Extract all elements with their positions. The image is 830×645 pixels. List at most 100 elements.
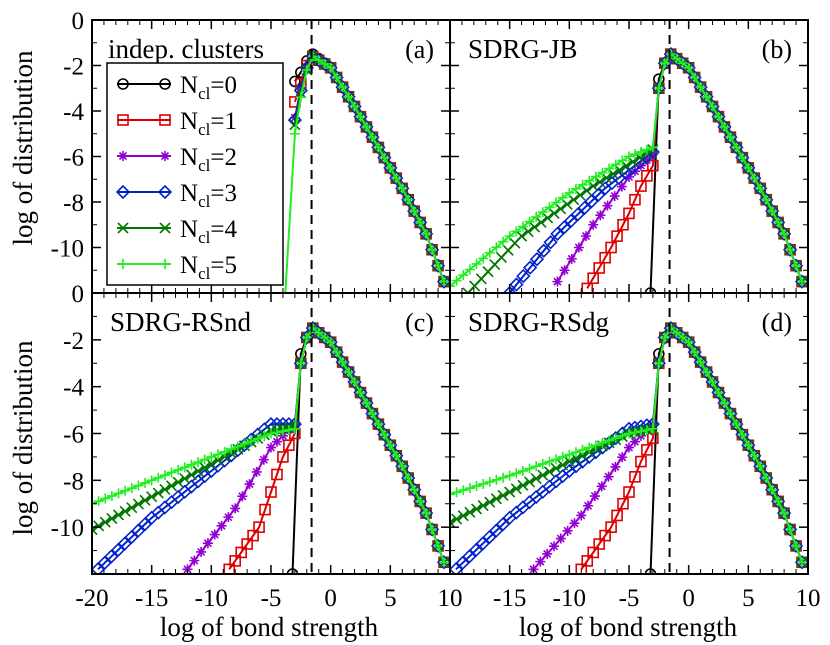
data-point-b-3-0 bbox=[502, 285, 517, 293]
data-point-c-2-2 bbox=[196, 546, 207, 557]
data-point-d-4-11 bbox=[517, 479, 529, 491]
data-point-d-0-0 bbox=[644, 568, 657, 574]
data-point-c-2-5 bbox=[216, 520, 227, 531]
legend-label-main-2: N bbox=[180, 144, 198, 171]
data-point-c-3-33 bbox=[305, 320, 320, 336]
data-point-c-2-6 bbox=[223, 512, 234, 523]
data-point-a-5-5 bbox=[313, 55, 324, 66]
legend-label-1: Ncl=1 bbox=[180, 108, 237, 139]
data-point-b-5-51 bbox=[767, 206, 778, 217]
data-point-c-4-3 bbox=[106, 513, 118, 525]
data-point-d-2-4 bbox=[555, 533, 566, 544]
series-line-a-4 bbox=[293, 54, 445, 282]
data-point-b-3-8 bbox=[557, 220, 572, 235]
data-point-c-5-41 bbox=[349, 376, 360, 387]
data-point-b-4-17 bbox=[574, 189, 586, 201]
data-point-c-5-51 bbox=[409, 484, 420, 495]
data-point-b-3-36 bbox=[735, 150, 750, 165]
data-point-a-5-11 bbox=[349, 101, 360, 112]
legend-label-2: Ncl=2 bbox=[180, 144, 237, 175]
data-point-c-5-55 bbox=[433, 540, 444, 551]
data-point-b-2-10 bbox=[624, 171, 634, 182]
data-point-d-1-9 bbox=[629, 471, 641, 483]
data-point-b-3-34 bbox=[723, 130, 738, 145]
data-point-a-5-10 bbox=[343, 91, 354, 102]
data-point-a-3-13 bbox=[365, 130, 380, 145]
data-point-c-5-13 bbox=[173, 464, 184, 475]
series-b-5 bbox=[450, 49, 808, 292]
data-point-a-5-6 bbox=[319, 58, 330, 69]
data-point-c-3-55 bbox=[436, 555, 450, 570]
data-point-d-3-1 bbox=[455, 555, 470, 571]
data-point-c-5-31 bbox=[289, 423, 300, 434]
data-point-c-5-1 bbox=[93, 496, 104, 507]
data-point-b-3-30 bbox=[699, 89, 714, 104]
data-point-d-4-7 bbox=[490, 493, 502, 505]
data-point-d-5-16 bbox=[551, 454, 562, 465]
data-point-c-3-50 bbox=[407, 482, 422, 497]
data-point-c-5-45 bbox=[373, 419, 384, 430]
data-point-c-2-4 bbox=[209, 529, 220, 540]
data-point-c-1-4 bbox=[247, 529, 259, 542]
data-point-c-5-53 bbox=[421, 508, 432, 519]
legend-label-main-5: N bbox=[180, 252, 198, 279]
series-a-5 bbox=[280, 51, 450, 293]
data-point-c-5-54 bbox=[427, 524, 438, 535]
data-point-d-5-32 bbox=[653, 358, 664, 369]
data-point-d-5-44 bbox=[725, 408, 736, 419]
data-point-c-3-51 bbox=[413, 494, 428, 509]
data-point-b-5-36 bbox=[677, 58, 688, 69]
data-point-a-3-12 bbox=[359, 119, 374, 135]
data-point-b-1-0 bbox=[581, 282, 594, 293]
data-point-d-2-6 bbox=[569, 518, 580, 529]
data-point-d-5-28 bbox=[629, 427, 640, 438]
y-axis-label-bottom-text: log of distribution bbox=[8, 340, 38, 535]
data-point-a-5-21 bbox=[409, 206, 420, 217]
data-point-c-4-11 bbox=[159, 483, 171, 496]
data-point-b-5-33 bbox=[659, 58, 670, 69]
data-point-c-4-18 bbox=[205, 458, 217, 470]
data-point-b-5-31 bbox=[647, 142, 658, 153]
data-point-d-2-3 bbox=[548, 541, 559, 552]
data-point-c-5-2 bbox=[100, 493, 111, 504]
legend-label-main-4: N bbox=[180, 216, 198, 243]
data-point-c-4-12 bbox=[165, 480, 178, 492]
data-point-d-5-25 bbox=[610, 433, 621, 444]
data-point-d-5-9 bbox=[504, 470, 515, 481]
series-line-b-5 bbox=[450, 52, 803, 287]
data-point-d-5-15 bbox=[544, 456, 555, 467]
data-point-c-3-54 bbox=[430, 538, 446, 554]
data-point-c-5-19 bbox=[212, 449, 223, 460]
data-point-c-2-11 bbox=[258, 454, 269, 465]
data-point-d-4-0 bbox=[450, 516, 456, 529]
data-point-c-5-16 bbox=[193, 457, 204, 468]
data-point-b-3-37 bbox=[741, 160, 756, 176]
data-point-c-4-6 bbox=[126, 502, 138, 514]
data-point-b-3-10 bbox=[570, 207, 585, 222]
data-point-c-5-49 bbox=[397, 461, 408, 472]
data-point-d-5-0 bbox=[450, 489, 455, 500]
data-point-b-2-9 bbox=[616, 181, 627, 192]
data-point-d-5-48 bbox=[749, 450, 760, 461]
data-point-a-3-23 bbox=[424, 242, 440, 257]
data-point-b-5-29 bbox=[635, 146, 646, 157]
data-point-b-5-53 bbox=[779, 228, 790, 239]
data-point-b-4-16 bbox=[568, 194, 580, 206]
data-point-b-2-5 bbox=[588, 219, 599, 230]
data-point-c-5-6 bbox=[126, 483, 137, 494]
data-point-c-4-0 bbox=[92, 523, 98, 536]
legend-label-0: Ncl=0 bbox=[180, 72, 237, 103]
data-point-d-5-3 bbox=[464, 483, 475, 494]
data-point-d-3-54 bbox=[788, 538, 804, 554]
data-point-d-3-52 bbox=[777, 505, 792, 521]
data-point-d-1-4 bbox=[599, 529, 611, 542]
y-tick-label-a-6: 0 bbox=[72, 281, 85, 308]
data-point-c-4-10 bbox=[152, 487, 164, 499]
data-point-b-5-54 bbox=[785, 244, 796, 255]
data-point-b-5-4 bbox=[471, 258, 482, 269]
data-point-b-5-37 bbox=[683, 62, 694, 73]
legend-label-5: Ncl=5 bbox=[180, 252, 237, 283]
data-point-d-5-34 bbox=[665, 323, 676, 334]
panel-title-d: SDRG-RSdg bbox=[468, 307, 609, 337]
data-point-c-5-10 bbox=[153, 472, 164, 483]
